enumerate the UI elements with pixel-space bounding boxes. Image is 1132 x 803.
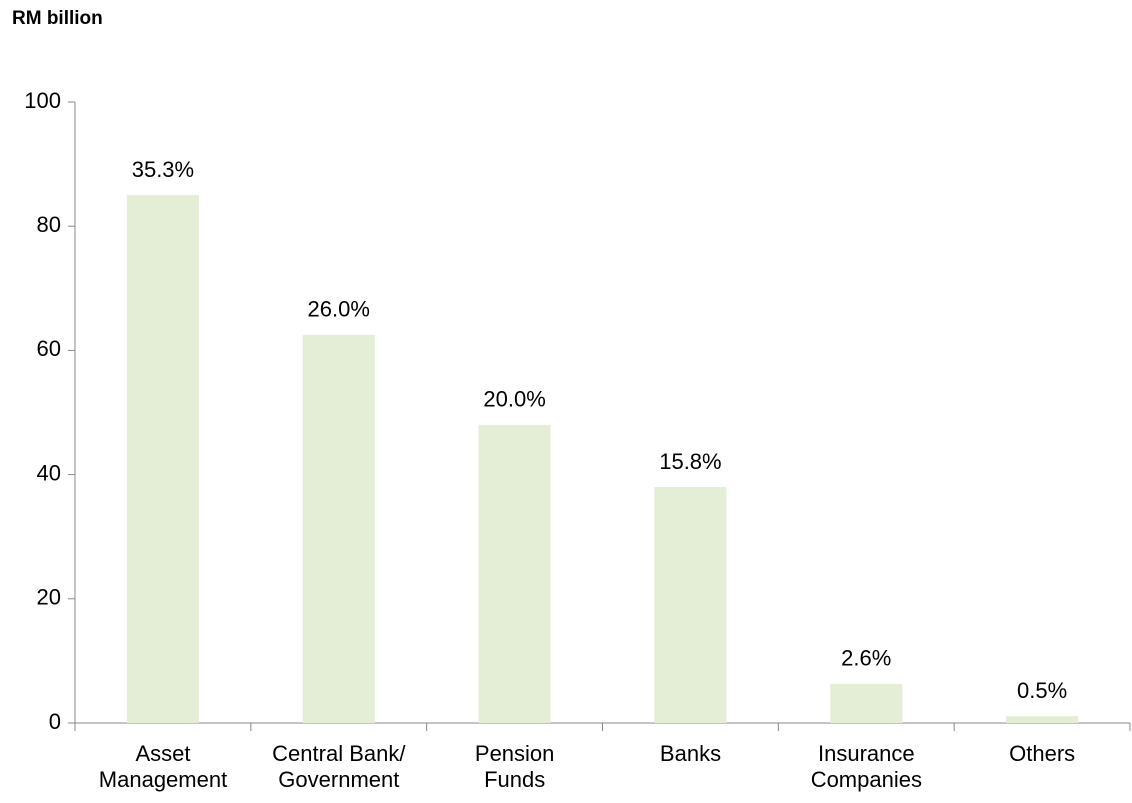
bar	[126, 195, 199, 723]
data-label: 2.6%	[841, 646, 891, 671]
x-tick-label: Banks	[659, 741, 722, 766]
bar	[478, 424, 551, 723]
y-tick-label: 80	[37, 212, 61, 237]
bar	[830, 683, 903, 723]
bar	[302, 334, 375, 723]
data-label: 0.5%	[1017, 678, 1067, 703]
data-label: 15.8%	[659, 449, 721, 474]
y-tick-label: 20	[37, 585, 61, 610]
y-tick-label: 60	[37, 336, 61, 361]
bar	[654, 487, 727, 723]
data-label: 20.0%	[483, 387, 545, 412]
x-tick-label: Central Bank/ Government	[272, 741, 406, 792]
axis-title: RM billion	[12, 8, 103, 29]
y-tick-label: 100	[24, 88, 61, 113]
x-tick-label: Others	[1009, 741, 1076, 766]
data-label: 35.3%	[132, 157, 194, 182]
y-tick-label: 0	[49, 709, 61, 734]
data-label: 26.0%	[308, 297, 370, 322]
x-tick-label: Insurance Companies	[810, 741, 922, 792]
y-tick-label: 40	[37, 460, 61, 485]
x-tick-label: Pension Funds	[474, 741, 555, 792]
bar	[1006, 716, 1079, 723]
x-tick-label: Asset Management	[98, 741, 228, 792]
